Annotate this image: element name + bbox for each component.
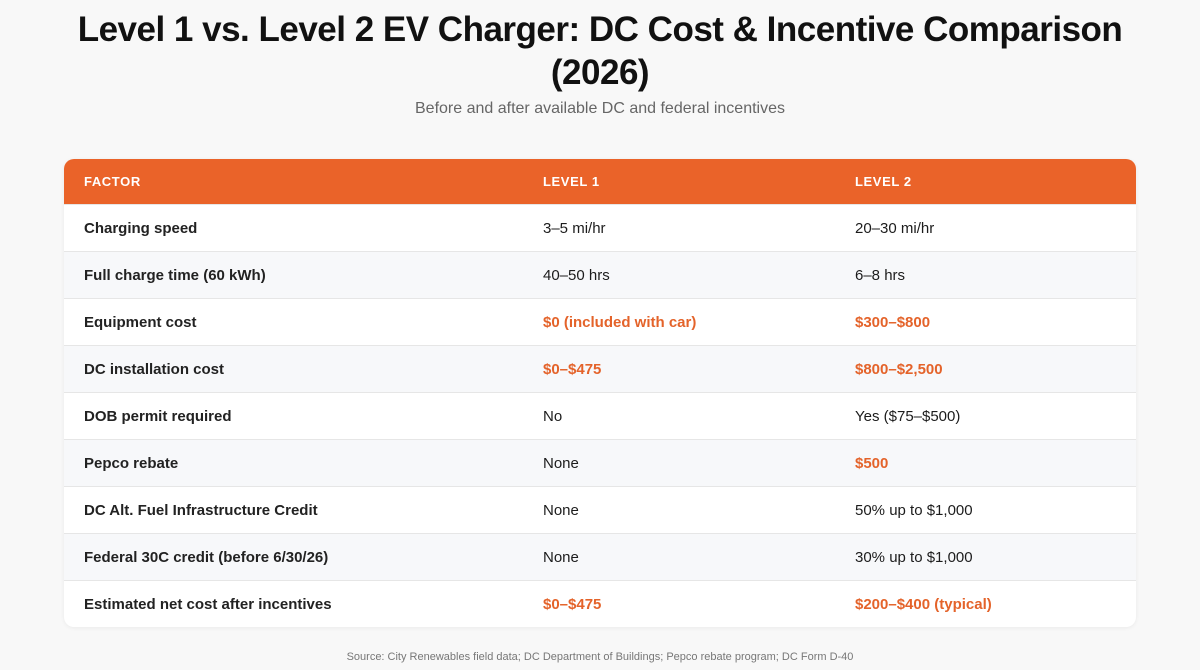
table-cell: $300–$800 xyxy=(855,298,1136,346)
column-header: LEVEL 1 xyxy=(543,159,855,205)
table-cell: None xyxy=(543,486,855,534)
table-row: Pepco rebate None $500 xyxy=(64,439,1136,487)
table-card: FACTOR LEVEL 1 LEVEL 2 Charging speed 3–5 m… xyxy=(64,159,1136,627)
table-cell: 40–50 hrs xyxy=(543,251,855,299)
table-cell: $800–$2,500 xyxy=(855,345,1136,393)
table-cell: $0–$475 xyxy=(543,345,855,393)
row-label: Federal 30C credit (before 6/30/26) xyxy=(64,533,543,581)
row-label: DC installation cost xyxy=(64,345,543,393)
table-cell: 20–30 mi/hr xyxy=(855,204,1136,252)
table-row: Federal 30C credit (before 6/30/26) None 3… xyxy=(64,533,1136,581)
column-header: FACTOR xyxy=(64,159,543,205)
table-row: Charging speed 3–5 mi/hr 20–30 mi/hr xyxy=(64,204,1136,252)
column-header: LEVEL 2 xyxy=(855,159,1136,205)
table-cell: $0 (included with car) xyxy=(543,298,855,346)
table-cell: $500 xyxy=(855,439,1136,487)
table-cell: Yes ($75–$500) xyxy=(855,392,1136,440)
row-label: Equipment cost xyxy=(64,298,543,346)
table-head: FACTOR LEVEL 1 LEVEL 2 xyxy=(64,159,1136,205)
header-row: FACTOR LEVEL 1 LEVEL 2 xyxy=(64,159,1136,205)
table-row: Equipment cost $0 (included with car) $300… xyxy=(64,298,1136,346)
table-cell: No xyxy=(543,392,855,440)
row-label: Charging speed xyxy=(64,204,543,252)
table-cell: None xyxy=(543,439,855,487)
table-cell: 30% up to $1,000 xyxy=(855,533,1136,581)
subtitle: Before and after available DC and federa… xyxy=(415,100,785,117)
row-label: Full charge time (60 kWh) xyxy=(64,251,543,299)
row-label: DC Alt. Fuel Infrastructure Credit xyxy=(64,486,543,534)
table-row: Estimated net cost after incentives $0–$4… xyxy=(64,580,1136,627)
table-row: DC Alt. Fuel Infrastructure Credit None 50… xyxy=(64,486,1136,534)
table-cell: $200–$400 (typical) xyxy=(855,580,1136,627)
table-cell: 50% up to $1,000 xyxy=(855,486,1136,534)
table-row: DC installation cost $0–$475 $800–$2,500 xyxy=(64,345,1136,393)
row-label: Pepco rebate xyxy=(64,439,543,487)
table-cell: 3–5 mi/hr xyxy=(543,204,855,252)
row-label: Estimated net cost after incentives xyxy=(64,580,543,627)
table-cell: $0–$475 xyxy=(543,580,855,627)
table-cell: 6–8 hrs xyxy=(855,251,1136,299)
row-label: DOB permit required xyxy=(64,392,543,440)
table-row: Full charge time (60 kWh) 40–50 hrs 6–8 hr… xyxy=(64,251,1136,299)
title: Level 1 vs. Level 2 EV Charger: DC Cost … xyxy=(77,10,1123,92)
table-cell: None xyxy=(543,533,855,581)
source-note: Source: City Renewables field data; DC D… xyxy=(346,651,854,663)
comparison-table: FACTOR LEVEL 1 LEVEL 2 Charging speed 3–5 m… xyxy=(64,159,1136,627)
table-body: Charging speed 3–5 mi/hr 20–30 mi/hr Full c… xyxy=(64,204,1136,627)
table-row: DOB permit required No Yes ($75–$500) xyxy=(64,392,1136,440)
